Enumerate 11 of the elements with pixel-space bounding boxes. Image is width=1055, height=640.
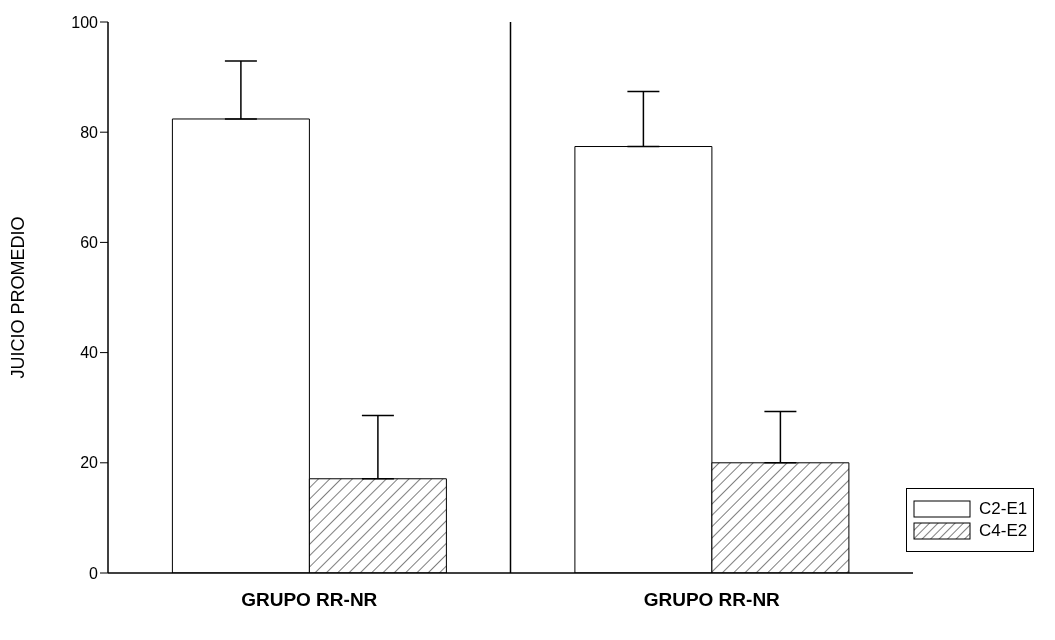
y-tick-label: 0 [89, 564, 99, 582]
y-tick-label: 40 [80, 344, 99, 362]
legend-label: C2-E1 [979, 499, 1028, 519]
y-tick-label: 20 [80, 454, 99, 472]
x-tick-label: GRUPO RR-NR [241, 589, 378, 611]
y-tick-label: 100 [71, 13, 99, 31]
y-tick-label: 60 [80, 234, 99, 252]
y-axis-title: JUICIO PROMEDIO [8, 216, 29, 379]
x-tick-label: GRUPO RR-NR [643, 589, 781, 611]
y-tick-label: 80 [80, 123, 99, 141]
text: C4-E2 [979, 521, 1028, 541]
